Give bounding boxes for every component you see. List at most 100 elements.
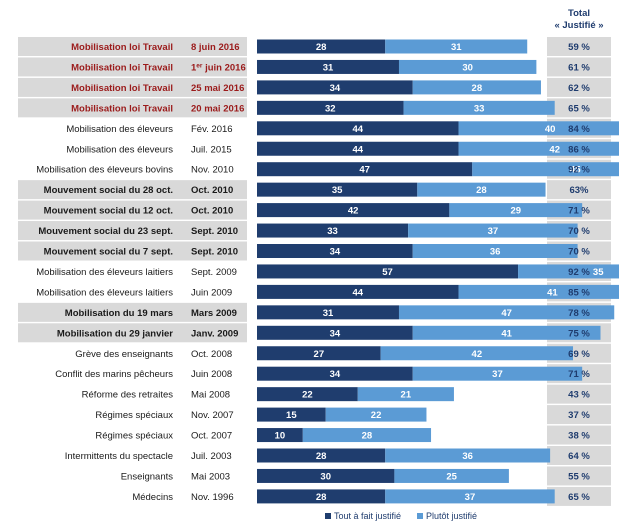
bar-tout-a-fait-justifie [257,162,473,177]
row-label: Mobilisation des éleveurs laitiers [36,267,173,278]
legend-swatch-series-1 [325,513,331,519]
row-date: Nov. 2010 [191,165,234,176]
data-label-tout-a-fait: 30 [320,471,331,482]
row-shade-total [547,98,611,118]
bar-plutot-justifie [325,407,427,422]
data-label-tout-a-fait: 44 [352,124,363,135]
row-total: 64 % [568,451,590,462]
bar-plutot-justifie [408,223,578,238]
bar-tout-a-fait-justifie [257,80,413,95]
row-total: 78 % [568,308,590,319]
legend-label-series-2: Plutôt justifié [426,511,477,521]
row-shade-label [18,200,247,220]
data-label-plutot: 28 [472,83,483,94]
row-label: Conflit des marins pêcheurs [55,369,173,380]
row-date: Mai 2008 [191,390,230,401]
row-total: 71 % [568,206,590,217]
row-date: Juin 2008 [191,369,232,380]
row-total: 92 % [568,165,590,176]
row-date: 8 juin 2016 [191,42,240,53]
row-shade-total [547,180,611,200]
bar-tout-a-fait-justifie [257,223,409,238]
data-label-tout-a-fait: 10 [275,431,286,442]
data-label-tout-a-fait: 34 [330,328,341,339]
row-total: 62 % [568,83,590,94]
data-label-tout-a-fait: 22 [302,390,313,401]
data-label-plutot: 31 [451,42,462,53]
row-date: Oct. 2010 [191,185,233,196]
row-shade-label [18,180,247,200]
bar-plutot-justifie [385,448,551,463]
row-date: Nov. 2007 [191,410,234,421]
row-shade-total [547,405,611,425]
row-label: Régimes spéciaux [95,410,173,421]
bar-tout-a-fait-justifie [257,305,399,320]
row-total: 86 % [568,144,590,155]
row-shade-total [547,57,611,77]
bar-tout-a-fait-justifie [257,468,395,483]
row-total: 38 % [568,431,590,442]
data-label-plutot: 47 [501,308,512,319]
bar-tout-a-fait-justifie [257,182,418,197]
legend-label-series-1: Tout à fait justifié [334,511,401,521]
bar-plutot-justifie [394,468,509,483]
data-label-tout-a-fait: 28 [316,42,327,53]
row-total: 69 % [568,349,590,360]
bar-tout-a-fait-justifie [257,428,303,443]
row-total: 70 % [568,247,590,258]
data-label-plutot: 28 [476,185,487,196]
row-total: 84 % [568,124,590,135]
bar-plutot-justifie [398,59,537,74]
row-date: Sept. 2009 [191,267,237,278]
data-label-plutot: 28 [362,431,373,442]
row-date: Sept. 2010 [191,247,238,258]
data-label-plutot: 37 [465,492,476,503]
bar-plutot-justifie [398,305,615,320]
data-label-plutot: 41 [501,328,512,339]
bar-tout-a-fait-justifie [257,346,381,361]
row-date: Sept. 2010 [191,226,238,237]
row-shade-total [547,466,611,486]
row-date: Oct. 2007 [191,431,232,442]
bar-plutot-justifie [385,489,555,504]
data-label-tout-a-fait: 34 [330,83,341,94]
bar-tout-a-fait-justifie [257,387,358,402]
bar-plutot-justifie [412,366,583,381]
total-header-line1: Total [568,8,590,19]
row-shade-label [18,37,247,56]
row-shade-total [547,384,611,404]
data-label-plutot: 22 [371,410,382,421]
bar-tout-a-fait-justifie [257,100,404,115]
data-label-tout-a-fait: 15 [286,410,297,421]
bar-tout-a-fait-justifie [257,284,459,299]
row-label: Mouvement social du 12 oct. [44,206,173,217]
data-label-tout-a-fait: 33 [327,226,338,237]
data-label-tout-a-fait: 31 [323,62,334,73]
row-date: Juin 2009 [191,287,232,298]
bar-tout-a-fait-justifie [257,325,413,340]
row-total: 70 % [568,226,590,237]
row-date: Mars 2009 [191,308,237,319]
row-total: 37 % [568,410,590,421]
row-label: Mobilisation des éleveurs bovins [36,165,173,176]
row-total: 75 % [568,328,590,339]
bar-plutot-justifie [412,325,601,340]
bar-tout-a-fait-justifie [257,141,459,156]
bar-plutot-justifie [302,428,432,443]
row-date: Fév. 2016 [191,124,233,135]
bar-plutot-justifie [458,121,619,136]
row-date: Nov. 1996 [191,492,234,503]
row-total: 92 % [568,267,590,278]
data-label-plutot: 29 [510,206,521,217]
legend-swatch-series-2 [417,513,423,519]
bar-plutot-justifie [412,80,541,95]
data-label-plutot: 35 [593,267,604,278]
data-label-plutot: 42 [472,349,483,360]
data-label-tout-a-fait: 47 [359,165,370,176]
total-header-line2: « Justifié » [554,20,603,31]
data-label-plutot: 30 [462,62,473,73]
data-label-tout-a-fait: 31 [323,308,334,319]
row-label: Mouvement social du 7 sept. [44,247,173,258]
bar-tout-a-fait-justifie [257,59,399,74]
